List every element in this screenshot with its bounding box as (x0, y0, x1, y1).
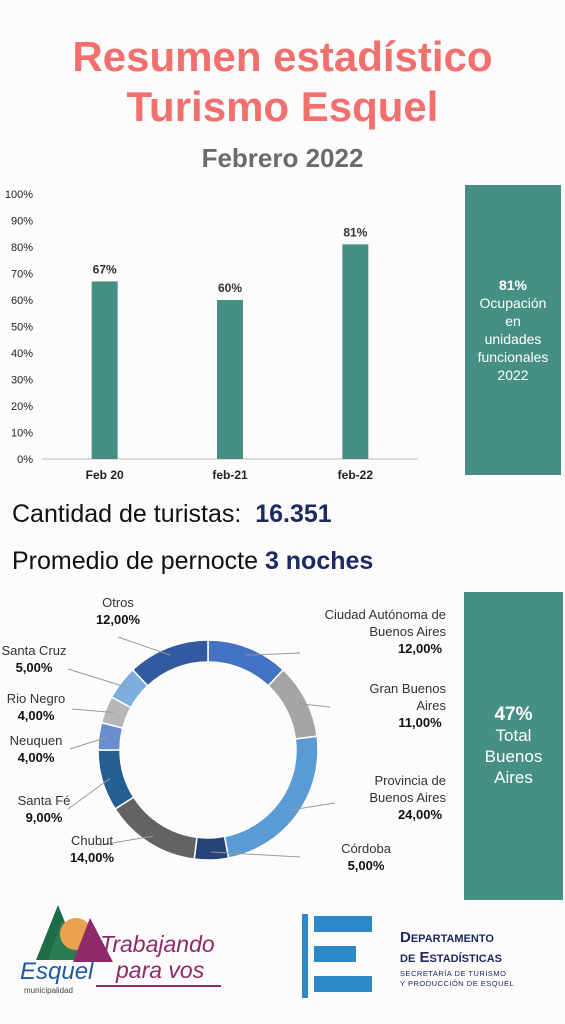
slice-label: Córdoba (341, 841, 392, 856)
mountain-icon (73, 918, 113, 962)
slice-label: Rio Negro (7, 691, 66, 706)
leader-line (99, 835, 154, 846)
donut-slice (97, 749, 135, 810)
bar-data-label: 67% (93, 262, 117, 276)
dept-line-3: Secretaría de Turismo (400, 969, 507, 978)
title-line-1: Resumen estadístico (72, 33, 493, 80)
dept-line-4: y Producción de Esquel (400, 979, 514, 988)
leader-line (69, 736, 107, 750)
leader-line (71, 708, 114, 713)
slice-label: Otros (102, 595, 134, 610)
slogan-line-2: para vos (115, 957, 205, 983)
title-line-2: Turismo Esquel (126, 83, 439, 130)
department-logo: Departamento de Estadísticas Secretaría … (302, 914, 514, 998)
slice-value: 9,00% (26, 810, 63, 825)
slice-label: Aires (416, 698, 446, 713)
slice-label: Gran Buenos (369, 681, 446, 696)
donut-slice (131, 639, 209, 687)
y-tick-label: 30% (11, 375, 33, 387)
dept-line-2: de Estadísticas (400, 949, 502, 966)
esquel-tagline: municipalidad (24, 986, 73, 995)
slice-value: 4,00% (18, 708, 55, 723)
occupancy-text-line: funcionales (477, 349, 549, 365)
y-tick-label: 10% (11, 428, 33, 440)
slice-label: Santa Fé (18, 793, 71, 808)
y-tick-label: 60% (11, 295, 33, 307)
bar (217, 300, 243, 459)
slogan-line-1: Trabajando (100, 931, 215, 957)
slice-value: 14,00% (70, 850, 115, 865)
buenos-aires-text-line: Total (495, 726, 532, 745)
slice-label: Ciudad Autónoma de (325, 607, 446, 622)
x-tick-label: feb-22 (338, 468, 374, 482)
slice-label: Santa Cruz (1, 643, 66, 658)
esquel-name: Esquel (20, 958, 94, 985)
bar-data-label: 81% (343, 225, 367, 239)
y-tick-label: 70% (11, 269, 33, 281)
slice-label: Buenos Aires (369, 790, 446, 805)
tourists-stat: Cantidad de turistas: 16.351 (12, 500, 332, 529)
leader-line (211, 851, 301, 858)
stay-stat: Promedio de pernocte 3 noches (12, 547, 373, 576)
stay-value: 3 noches (264, 547, 374, 575)
slice-value: 12,00% (398, 641, 443, 656)
buenos-aires-value: 47% (494, 704, 533, 725)
bar (342, 244, 369, 459)
slice-label: Provincia de (374, 773, 446, 788)
y-tick-label: 80% (11, 242, 33, 254)
subtitle: Febrero 2022 (201, 143, 364, 173)
slice-label: Chubut (71, 833, 113, 848)
bar (91, 281, 118, 459)
y-tick-label: 90% (11, 216, 33, 228)
leader-line (290, 802, 336, 811)
tourists-label: Cantidad de turistas: (12, 500, 242, 528)
donut-slice (207, 639, 285, 687)
y-tick-label: 100% (5, 189, 33, 201)
slice-label: Neuquen (10, 733, 63, 748)
stay-label: Promedio de pernocte (12, 547, 258, 575)
dept-line-1: Departamento (400, 929, 494, 946)
leader-line (67, 668, 128, 688)
bar-data-label: 60% (218, 281, 242, 295)
buenos-aires-text-line: Buenos (484, 747, 543, 766)
slice-value: 5,00% (16, 660, 53, 675)
occupancy-text-line: Ocupación (479, 295, 547, 311)
buenos-aires-text-line: Aires (494, 768, 533, 787)
buenos-aires-summary-box: 47% Total Buenos Aires (464, 592, 563, 900)
slice-value: 12,00% (96, 612, 141, 627)
slice-value: 24,00% (398, 807, 443, 822)
slice-label: Buenos Aires (369, 624, 446, 639)
y-tick-label: 40% (11, 348, 33, 360)
occupancy-text-line: en (505, 313, 521, 329)
occupancy-summary-box: 81% Ocupación en unidades funcionales 2022 (465, 185, 561, 475)
e-bar-icon (314, 916, 372, 932)
leader-line (117, 636, 171, 656)
slice-value: 5,00% (348, 858, 385, 873)
occupancy-bar-chart: 0% 10% 20% 30% 40% 50% 60% 70% 80% 90% 100% 67% Feb … (5, 189, 418, 482)
y-tick-label: 20% (11, 401, 33, 413)
origin-donut-chart: Ciudad Autónoma de Buenos Aires 12,00% Gran… (1, 595, 446, 873)
slice-value: 11,00% (398, 715, 442, 730)
y-tick-label: 50% (11, 322, 33, 334)
slice-value: 4,00% (18, 750, 55, 765)
occupancy-text-line: 2022 (497, 367, 529, 383)
donut-slice (223, 735, 319, 859)
leader-line (67, 778, 111, 810)
leader-line (245, 652, 301, 656)
esquel-logo: Esquel municipalidad Trabajando para vos (20, 905, 221, 995)
leader-line (298, 703, 331, 708)
x-tick-label: feb-21 (212, 468, 248, 482)
donut-slice (114, 796, 198, 860)
x-tick-label: Feb 20 (86, 468, 124, 482)
occupancy-value: 81% (498, 277, 528, 293)
donut-slice (193, 835, 230, 861)
tourists-value: 16.351 (255, 500, 332, 528)
y-tick-label: 0% (17, 454, 33, 466)
occupancy-text-line: unidades (484, 331, 542, 347)
